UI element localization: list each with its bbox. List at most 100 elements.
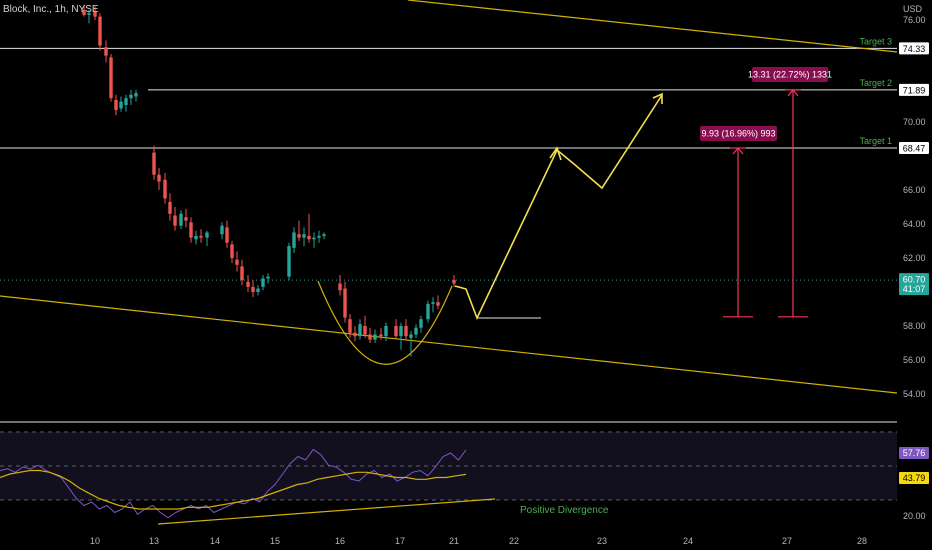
rsi-value-text: 57.76 (903, 448, 926, 458)
time-tick-label: 14 (210, 536, 220, 546)
rsi-ma-line (0, 469, 467, 510)
candle (240, 259, 244, 286)
candle (404, 319, 408, 340)
candle (348, 314, 352, 338)
measure-arrowhead-2 (787, 88, 799, 97)
price-tick-label: 62.00 (903, 253, 926, 263)
candle (119, 96, 123, 112)
candle-body (235, 259, 239, 265)
candle (194, 230, 198, 245)
time-tick-label: 28 (857, 536, 867, 546)
candle (225, 220, 229, 248)
candle (419, 315, 423, 333)
projection-arrow-2 (652, 92, 663, 104)
candle-body (353, 332, 357, 337)
candle (266, 273, 270, 284)
candle-body (134, 93, 138, 97)
candle (134, 89, 138, 102)
candle-body (379, 334, 383, 337)
candle (287, 242, 291, 281)
measure-label-2: 13.31 (22.72%) 1331 (748, 70, 832, 80)
candle (431, 297, 435, 313)
candle (353, 326, 357, 342)
cup-curve (317, 280, 453, 365)
time-tick-label: 16 (335, 536, 345, 546)
candle (317, 230, 321, 243)
candle (184, 208, 188, 228)
time-tick-label: 10 (90, 536, 100, 546)
candle-body (194, 235, 198, 240)
candle-body (109, 57, 113, 99)
candle (384, 322, 388, 342)
candle-body (436, 302, 440, 306)
symbol-title: Block, Inc., 1h, NYSE (3, 4, 99, 15)
candle (312, 232, 316, 248)
target-label-2: Target 2 (859, 78, 892, 88)
candle-body (246, 281, 250, 287)
candle-body (157, 174, 161, 182)
candle-body (230, 244, 234, 258)
current-price-text: 60.70 (903, 275, 926, 285)
currency-label: USD (903, 4, 923, 14)
candle-body (87, 13, 91, 15)
candle-body (189, 222, 193, 238)
candle (205, 230, 209, 247)
candle (230, 241, 234, 264)
candle (104, 40, 108, 63)
target-label-3: Target 1 (859, 136, 892, 146)
time-tick-label: 21 (449, 536, 459, 546)
candle-body (124, 98, 128, 105)
time-tick-label: 24 (683, 536, 693, 546)
price-tick-label: 66.00 (903, 185, 926, 195)
candle-body (179, 213, 183, 226)
rsi-ma-text: 43.79 (903, 473, 926, 483)
countdown-text: 41:07 (903, 284, 926, 294)
candle (358, 319, 362, 340)
candle-body (114, 99, 118, 111)
candle (220, 222, 224, 240)
price-tick-label: 54.00 (903, 389, 926, 399)
rsi-value-tag (899, 447, 929, 459)
candle (394, 319, 398, 340)
candle-body (431, 302, 435, 304)
target-price-tag-1 (899, 42, 929, 55)
candle-body (358, 324, 362, 337)
candle (292, 227, 296, 253)
channel-upper-line (407, 0, 898, 53)
candle-body (98, 16, 102, 46)
measure-label-bg-2 (752, 67, 828, 82)
candle-body (173, 215, 177, 226)
candle (373, 329, 377, 343)
rsi-line (0, 448, 467, 519)
target-price-tag-2 (899, 83, 929, 96)
candle-body (343, 288, 347, 318)
candle (152, 145, 156, 180)
candle-body (220, 225, 224, 235)
candle-body (338, 283, 342, 291)
candle-body (297, 234, 301, 238)
candle-body (384, 326, 388, 337)
candle (163, 173, 167, 204)
candle-body (322, 234, 326, 236)
candle (129, 89, 133, 105)
candle-body (261, 278, 265, 287)
candle-body (373, 334, 377, 340)
candle-body (317, 235, 321, 238)
candle (246, 275, 250, 292)
time-tick-label: 15 (270, 536, 280, 546)
measure-arrowhead-1 (732, 147, 744, 155)
candle-body (302, 234, 306, 238)
candle (179, 210, 183, 230)
candle (414, 324, 418, 338)
candle-body (225, 227, 229, 243)
time-tick-label: 22 (509, 536, 519, 546)
measure-label-bg-1 (700, 126, 777, 141)
candle-body (399, 326, 403, 337)
candle (399, 322, 403, 350)
projection-arrow-1 (549, 146, 562, 161)
target-price-text-2: 71.89 (903, 85, 926, 95)
candle-body (287, 246, 291, 277)
candle (114, 94, 118, 116)
candle (322, 232, 326, 240)
